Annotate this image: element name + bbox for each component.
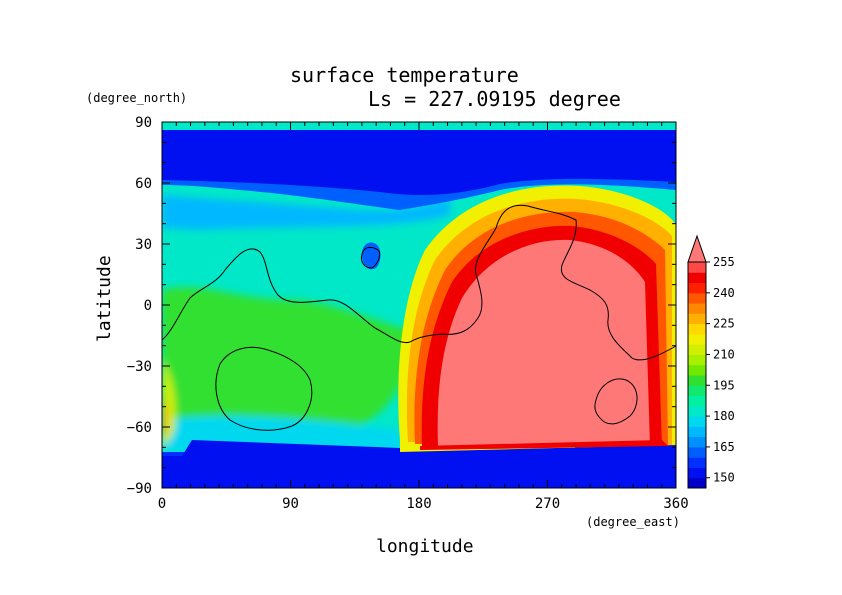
- x-tick-label: 0: [158, 496, 166, 512]
- axis-ticks: [161, 121, 677, 489]
- colorbar-swatch: [688, 282, 706, 294]
- colorbar-swatch: [688, 416, 706, 427]
- colorbar-swatch: [688, 395, 706, 407]
- y-tick-label: 0: [144, 298, 152, 314]
- colorbar-swatch: [688, 405, 706, 417]
- colorbar-label: 150: [713, 471, 735, 485]
- colorbar-swatch: [688, 467, 706, 479]
- colorbar: [687, 234, 710, 489]
- y-axis-units: (degree_north): [86, 91, 187, 105]
- y-tick-label: −30: [127, 359, 152, 375]
- colorbar-swatch: [688, 364, 706, 376]
- colorbar-swatch: [688, 426, 706, 438]
- y-tick-label: 90: [135, 115, 152, 131]
- colorbar-swatch: [688, 436, 706, 448]
- region-north-cool: [162, 195, 450, 230]
- colorbar-label: 180: [713, 409, 735, 423]
- colorbar-label: 165: [713, 440, 735, 454]
- colorbar-label: 240: [713, 286, 735, 300]
- colorbar-swatch: [688, 375, 706, 386]
- colorbar-swatch: [688, 354, 706, 366]
- colorbar-frame: [687, 261, 707, 489]
- colorbar-extend-arrow: [687, 234, 707, 263]
- y-axis-label: latitude: [94, 255, 115, 342]
- colorbar-swatch: [688, 292, 706, 304]
- south-edge-warm-band: [420, 440, 668, 450]
- chart-title: surface temperature: [290, 63, 519, 87]
- colorbar-swatch: [688, 323, 706, 335]
- y-tick-label: −90: [127, 481, 152, 497]
- y-tick-labels: −90 −60 −30 0 30 60 90: [127, 115, 152, 497]
- colorbar-swatch: [688, 333, 706, 345]
- y-tick-label: 30: [135, 237, 152, 253]
- x-tick-label: 360: [663, 496, 688, 512]
- colorbar-label: 195: [713, 378, 735, 392]
- x-axis-label: longitude: [376, 536, 474, 557]
- colorbar-swatch: [688, 344, 706, 355]
- colorbar-swatch: [688, 446, 706, 458]
- contour-main: [161, 204, 677, 361]
- colorbar-swatch: [688, 477, 706, 489]
- region-western-lowtemp: [162, 287, 410, 440]
- x-tick-label: 90: [282, 496, 299, 512]
- region-south-cap-core: [162, 438, 676, 488]
- colorbar-label: 225: [713, 317, 735, 331]
- topography-contours: [161, 204, 677, 431]
- y-tick-label: −60: [127, 420, 152, 436]
- x-tick-labels: 0 90 180 270 360: [158, 496, 689, 512]
- x-tick-label: 180: [406, 496, 431, 512]
- x-tick-label: 270: [535, 496, 560, 512]
- y-tick-label: 60: [135, 176, 152, 192]
- contour-west-basin: [215, 346, 313, 431]
- region-southern-summer-hot: [398, 185, 676, 452]
- colorbar-swatch: [688, 313, 706, 325]
- colorbar-labels: 150 165 180 195 210 225 240 255: [713, 255, 735, 485]
- colorbar-swatch: [688, 303, 706, 314]
- colorbar-label: 210: [713, 347, 735, 361]
- chart-subtitle: Ls = 227.09195 degree: [368, 87, 621, 111]
- temperature-field: [162, 122, 676, 488]
- contour-small-peak: [361, 246, 381, 269]
- colorbar-swatch: [688, 385, 706, 397]
- colorbar-swatch: [688, 457, 706, 468]
- contour-southeast-basin: [594, 378, 638, 425]
- x-axis-units: (degree_east): [586, 515, 680, 529]
- colorbar-label: 255: [713, 255, 735, 269]
- region-north-cap-cold: [162, 130, 676, 196]
- colorbar-swatch: [688, 272, 706, 284]
- colorbar-swatch: [688, 262, 706, 273]
